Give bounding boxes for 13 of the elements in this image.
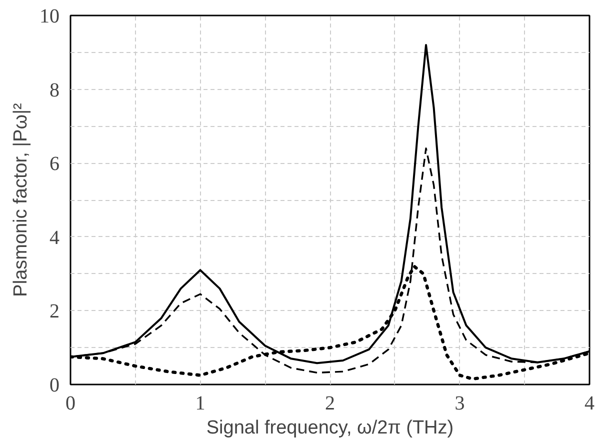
x-tick-label: 1 (195, 392, 206, 414)
x-tick-label: 3 (454, 392, 465, 414)
y-tick-label: 10 (40, 6, 60, 28)
y-tick-label: 2 (50, 300, 60, 323)
y-tick-label: 0 (50, 374, 60, 396)
x-tick-label: 0 (66, 392, 76, 414)
y-axis-title: Plasmonic factor, |Pω|² (10, 103, 32, 297)
y-tick-label: 8 (50, 79, 60, 102)
y-tick-label: 4 (50, 226, 60, 249)
x-axis-title: Signal frequency, ω/2π (THz) (206, 418, 454, 438)
x-tick-label: 4 (584, 392, 594, 414)
x-tick-label: 2 (325, 392, 335, 414)
y-tick-label: 6 (50, 153, 60, 176)
